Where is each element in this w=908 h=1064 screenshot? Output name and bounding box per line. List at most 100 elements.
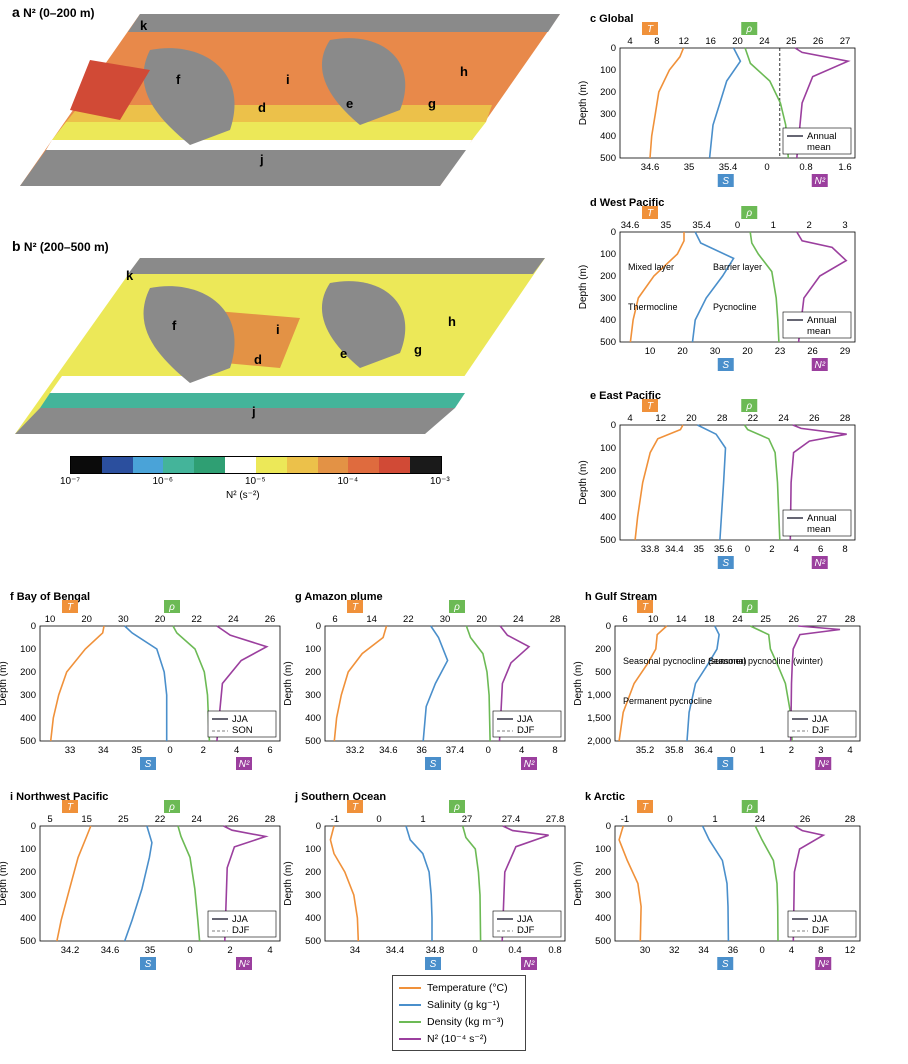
panel-frame-k: [614, 825, 861, 942]
top-tick-label: -1: [331, 814, 339, 825]
depth-axis-label: Depth (m): [578, 460, 589, 504]
bottom-tick-label: 0: [472, 945, 477, 956]
y-tick-label: 200: [20, 667, 36, 678]
bottom-tick-label: 30: [640, 945, 651, 956]
axis-badge-text: N²: [524, 759, 535, 770]
top-tick-label: 4: [627, 413, 632, 424]
panel-frame-g: [324, 625, 566, 742]
profile-line-S: [123, 825, 153, 942]
y-tick-label: 100: [600, 249, 616, 260]
axis-badge-rho: [449, 600, 465, 613]
top-tick-label: 6: [332, 614, 337, 625]
axis-badge-text: T: [647, 208, 654, 219]
top-tick-label: 28: [845, 614, 856, 625]
y-tick-label: 0: [606, 821, 611, 832]
top-tick-label: 27.4: [502, 814, 521, 825]
y-tick-label: 400: [600, 131, 616, 142]
axis-badge-T: [62, 600, 78, 613]
axis-badge-text: S: [722, 558, 729, 569]
map-region-label-g: g: [414, 342, 422, 357]
top-tick-label: 27.8: [546, 814, 565, 825]
top-tick-label: 26: [788, 614, 799, 625]
panel-legend-label: JJA: [812, 914, 829, 925]
top-tick-label: 0: [735, 220, 740, 231]
y-tick-label: 200: [600, 87, 616, 98]
y-tick-label: 300: [600, 489, 616, 500]
map-letter: a: [12, 4, 20, 20]
y-tick-label: 100: [595, 844, 611, 855]
y-tick-label: 500: [20, 936, 36, 947]
axis-badge-text: ρ: [453, 602, 460, 613]
y-tick-label: 400: [600, 512, 616, 523]
bottom-tick-label: 35.8: [665, 745, 684, 756]
bottom-tick-label: 29: [840, 346, 851, 357]
y-tick-label: 300: [305, 890, 321, 901]
y-tick-label: 1,000: [587, 690, 611, 701]
axis-badge-text: S: [430, 959, 437, 970]
legend-label: Temperature (°C): [427, 981, 508, 994]
axis-badge-N2: [811, 358, 828, 371]
depth-axis-label: Depth (m): [283, 861, 294, 905]
panel-legend-label: JJA: [517, 914, 534, 925]
bottom-tick-label: 34.2: [61, 945, 80, 956]
bottom-tick-label: 34: [698, 945, 709, 956]
y-tick-label: 1,500: [587, 713, 611, 724]
axis-badge-rho: [741, 800, 758, 813]
panel-legend-box: [787, 710, 857, 738]
bottom-tick-label: 8: [842, 544, 847, 555]
panel-legend-label: mean: [807, 524, 831, 535]
axis-badge-S: [425, 957, 441, 970]
map-a-land-2: [321, 38, 406, 125]
top-tick-label: 16: [705, 36, 716, 47]
y-tick-label: 100: [20, 844, 36, 855]
profile-line-N2: [789, 625, 841, 742]
map-b-land-2: [321, 281, 406, 368]
axis-badge-T: [637, 600, 653, 613]
map-a-land-north: [128, 14, 560, 32]
axis-badge-T: [347, 800, 363, 813]
top-tick-label: 20: [686, 413, 697, 424]
panel-legend-label: DJF: [232, 925, 250, 936]
y-tick-label: 400: [20, 913, 36, 924]
top-tick-label: 22: [155, 814, 166, 825]
profile-line-N2: [796, 231, 848, 343]
colorbar-segment: [379, 457, 411, 473]
top-tick-label: 18: [704, 614, 715, 625]
axis-badge-S: [140, 957, 156, 970]
y-tick-label: 0: [316, 621, 321, 632]
axis-badge-text: N²: [524, 959, 535, 970]
top-tick-label: 4: [627, 36, 632, 47]
y-tick-label: 0: [31, 821, 36, 832]
map-region-label-e: e: [340, 346, 348, 361]
bottom-tick-label: 0: [759, 945, 764, 956]
axis-badge-text: S: [722, 176, 729, 187]
map-b-land-south: [15, 408, 455, 434]
bottom-tick-label: 35: [145, 945, 156, 956]
bottom-tick-label: 33.8: [641, 544, 660, 555]
axis-badge-text: T: [647, 24, 654, 35]
bottom-tick-label: 34.4: [665, 544, 684, 555]
panel-legend-label: Annual: [807, 315, 837, 326]
panel-legend-box: [782, 509, 852, 537]
panel-legend-box: [492, 910, 562, 938]
top-tick-label: 35.4: [692, 220, 711, 231]
axis-badge-S: [717, 556, 734, 569]
bottom-tick-label: 35: [693, 544, 704, 555]
panel-legend-box: [782, 311, 852, 339]
axis-badge-S: [717, 957, 734, 970]
y-tick-label: 200: [305, 867, 321, 878]
bottom-tick-label: 0: [167, 745, 172, 756]
profile-line-T: [56, 825, 92, 942]
axis-badge-N2: [811, 556, 828, 569]
y-tick-label: 500: [600, 153, 616, 164]
map-region-label-j: j: [252, 404, 256, 419]
bottom-tick-label: 8: [552, 745, 557, 756]
panel-frame-h: [614, 625, 861, 742]
colorbar-segment: [410, 457, 441, 473]
bottom-tick-label: 36.4: [694, 745, 713, 756]
profile-line-T: [634, 424, 684, 541]
map-b-teal: [40, 393, 465, 408]
bottom-tick-label: 35: [131, 745, 142, 756]
y-tick-label: 300: [595, 890, 611, 901]
profile-line-S: [701, 825, 730, 942]
